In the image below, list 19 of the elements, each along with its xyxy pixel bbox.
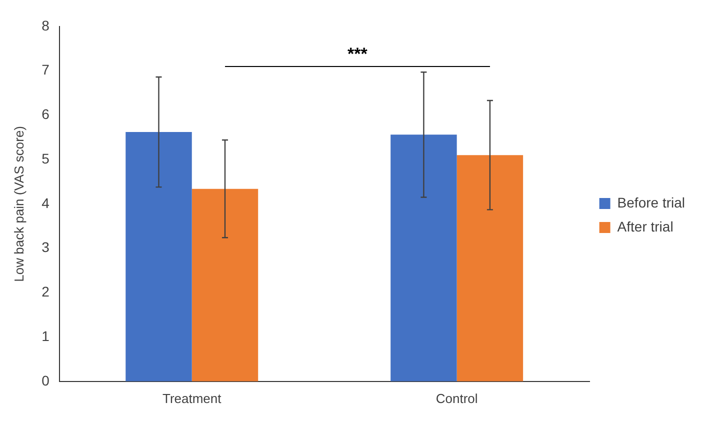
bar	[390, 134, 457, 382]
legend-label: Before trial	[617, 194, 686, 210]
x-tick-label: Treatment	[162, 390, 222, 406]
x-tick-label: Control	[436, 390, 478, 406]
y-tick-label: 5	[42, 150, 50, 166]
y-tick-label: 4	[42, 194, 50, 211]
bar	[456, 155, 524, 382]
y-tick-label: 3	[42, 239, 50, 256]
y-tick-label: 6	[42, 106, 50, 122]
legend-label: After trial	[617, 218, 674, 234]
y-tick-label: 1	[42, 328, 50, 344]
y-axis-title: Low back pain (VAS score)	[11, 126, 26, 282]
y-tick-label: 8	[42, 17, 50, 34]
annotation: ***	[348, 44, 368, 64]
y-tick-label: 2	[42, 284, 50, 300]
bar	[126, 132, 192, 382]
y-tick-label: 7	[42, 62, 50, 78]
bar	[192, 188, 258, 382]
y-tick-label: 0	[42, 372, 50, 388]
